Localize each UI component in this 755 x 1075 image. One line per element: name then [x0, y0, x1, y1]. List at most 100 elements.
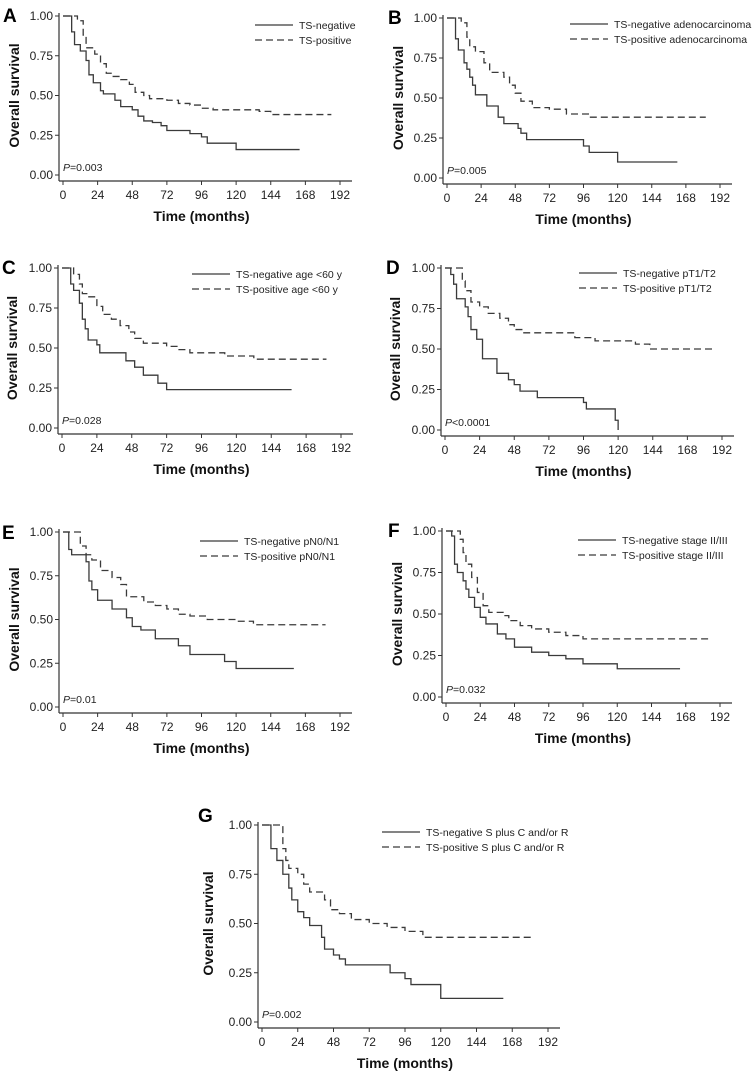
p-value-text: =0.028 [69, 415, 102, 427]
x-tick-label: 120 [431, 1035, 451, 1049]
x-tick-label: 48 [508, 443, 522, 457]
x-tick-label: 168 [296, 441, 316, 455]
y-axis-label: Overall survival [6, 567, 22, 671]
legend-label: TS-positive pN0/N1 [244, 551, 335, 563]
panel-d: 0.00 0.25 0.50 0.75 1.00 0 24 48 72 96 120 144 168 19… [386, 258, 734, 479]
y-tick-label: 0.00 [412, 423, 436, 437]
y-axis-label: Overall survival [200, 871, 216, 975]
p-value: P<0.0001 [445, 417, 490, 429]
x-tick-label: 0 [444, 191, 451, 205]
x-tick-label: 24 [90, 441, 104, 455]
x-tick-label: 72 [160, 720, 174, 734]
survival-curve-ts-positive [445, 267, 714, 350]
x-tick-label: 72 [363, 1035, 377, 1049]
x-tick-label: 144 [466, 1035, 486, 1049]
panel-c: 0.00 0.25 0.50 0.75 1.00 0 24 48 72 96 120 144 168 19… [2, 258, 353, 477]
x-axis-label: Time (months) [535, 463, 631, 479]
x-tick-label: 192 [710, 191, 730, 205]
panel-letter: B [388, 8, 402, 29]
y-tick-label: 0.75 [229, 867, 253, 881]
x-tick-label: 144 [641, 710, 661, 724]
x-tick-label: 72 [542, 710, 556, 724]
x-tick-label: 96 [398, 1035, 412, 1049]
y-tick-label: 0.00 [30, 168, 54, 182]
p-value-symbol: P [447, 165, 454, 177]
p-value: P=0.002 [262, 1009, 302, 1021]
x-tick-label: 0 [443, 710, 450, 724]
x-tick-label: 96 [195, 188, 209, 202]
panel-letter: A [3, 6, 17, 27]
p-value-text: =0.002 [269, 1009, 302, 1021]
x-tick-label: 48 [508, 710, 522, 724]
p-value-symbol: P [62, 415, 69, 427]
y-tick-label: 0.75 [30, 49, 54, 63]
panel-a: 0.00 0.25 0.50 0.75 1.00 0 24 48 72 96 120 144 168 19… [3, 6, 356, 224]
x-tick-label: 72 [160, 441, 174, 455]
y-tick-label: 0.25 [412, 383, 436, 397]
x-tick-label: 24 [291, 1035, 305, 1049]
p-value: P=0.005 [447, 165, 487, 177]
x-tick-label: 0 [59, 441, 66, 455]
y-tick-label: 0.50 [30, 89, 54, 103]
y-axis-label: Overall survival [6, 43, 22, 147]
p-value-text: <0.0001 [452, 417, 490, 429]
panel-letter: F [388, 521, 400, 542]
x-tick-label: 48 [126, 720, 140, 734]
x-tick-label: 168 [295, 188, 315, 202]
x-tick-label: 168 [295, 720, 315, 734]
x-tick-label: 48 [509, 191, 523, 205]
legend-label: TS-negative S plus C and/or R [426, 827, 569, 839]
y-axis-label: Overall survival [390, 46, 406, 150]
y-tick-label: 0.50 [414, 91, 438, 105]
x-tick-label: 24 [474, 191, 488, 205]
p-value-symbol: P [262, 1009, 269, 1021]
y-tick-label: 0.50 [413, 607, 437, 621]
legend-label: TS-positive [299, 35, 352, 47]
x-tick-label: 0 [442, 443, 449, 457]
x-tick-label: 24 [91, 188, 105, 202]
legend-label: TS-negative pT1/T2 [623, 268, 716, 280]
p-value: P=0.01 [63, 694, 97, 706]
x-tick-label: 192 [710, 710, 730, 724]
panel-b: 0.00 0.25 0.50 0.75 1.00 0 24 48 72 96 120 144 168 19… [388, 8, 751, 227]
survival-curve-ts-positive [62, 267, 327, 360]
survival-curve-ts-negative [262, 824, 504, 1000]
x-tick-label: 48 [327, 1035, 341, 1049]
panel-letter: C [2, 258, 16, 279]
legend-label: TS-negative pN0/N1 [244, 536, 339, 548]
x-tick-label: 0 [60, 720, 67, 734]
y-tick-label: 0.75 [413, 566, 437, 580]
panel-e: 0.00 0.25 0.50 0.75 1.00 0 24 48 72 96 120 144 168 19… [2, 523, 352, 756]
p-value-symbol: P [63, 694, 70, 706]
x-axis-label: Time (months) [357, 1055, 453, 1071]
y-axis-label: Overall survival [389, 562, 405, 666]
panel-f: 0.00 0.25 0.50 0.75 1.00 0 24 48 72 96 120 144 168 19… [388, 521, 732, 746]
x-tick-label: 120 [226, 720, 246, 734]
panel-g: 0.00 0.25 0.50 0.75 1.00 0 24 48 72 96 120 144 168 19… [198, 806, 569, 1071]
x-tick-label: 192 [330, 720, 350, 734]
survival-curve-ts-negative [63, 531, 294, 670]
x-tick-label: 72 [542, 443, 556, 457]
p-value-text: =0.032 [453, 684, 486, 696]
legend-label: TS-negative age <60 y [236, 269, 343, 281]
panel-letter: E [2, 523, 15, 544]
x-axis-label: Time (months) [535, 730, 631, 746]
p-value-symbol: P [63, 162, 70, 174]
y-tick-label: 0.25 [229, 966, 253, 980]
x-tick-label: 168 [677, 443, 697, 457]
x-tick-label: 96 [195, 720, 209, 734]
legend-label: TS-negative stage II/III [622, 535, 728, 547]
y-axis-label: Overall survival [387, 297, 403, 401]
legend-label: TS-positive stage II/III [622, 550, 724, 562]
p-value-text: =0.003 [70, 162, 103, 174]
x-tick-label: 192 [538, 1035, 558, 1049]
y-tick-label: 0.00 [30, 700, 54, 714]
p-value-symbol: P [446, 684, 453, 696]
p-value: P=0.032 [446, 684, 486, 696]
x-tick-label: 24 [473, 443, 487, 457]
y-tick-label: 0.75 [29, 301, 53, 315]
x-tick-label: 144 [643, 443, 663, 457]
y-tick-label: 0.75 [412, 302, 436, 316]
legend-label: TS-negative adenocarcinoma [614, 19, 751, 31]
